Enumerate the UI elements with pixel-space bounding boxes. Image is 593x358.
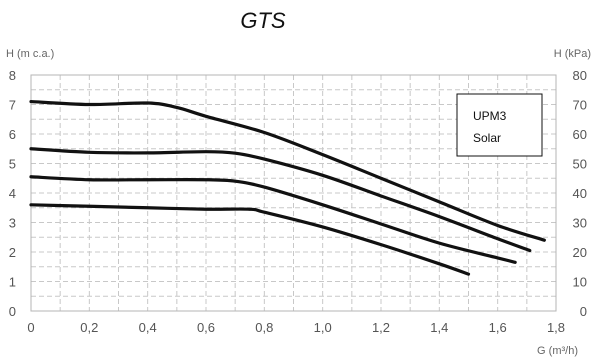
y-left-tick-label: 7 <box>9 98 16 113</box>
x-tick-label: 1,2 <box>372 320 390 335</box>
legend-box <box>456 93 543 157</box>
y-right-tick-label: 70 <box>573 98 587 113</box>
legend-line-2: Solar <box>473 131 501 145</box>
y-right-tick-label: 80 <box>573 68 587 83</box>
x-tick-label: 0,8 <box>255 320 273 335</box>
y-right-tick-label: 0 <box>580 304 587 319</box>
x-tick-label: 1,6 <box>489 320 507 335</box>
tick-labels: 0 0,2 0,4 0,6 0,8 1,0 1,2 1,4 1,6 1,8012345678010… <box>9 68 587 335</box>
chart-title: GTS <box>240 8 286 33</box>
y-axis-right-title: H (kPa) <box>554 48 591 60</box>
legend: UPM3 Solar <box>456 93 543 157</box>
x-tick-label: 0,6 <box>197 320 215 335</box>
y-right-tick-label: 30 <box>573 216 587 231</box>
y-axis-left-title: H (m c.a.) <box>6 48 54 60</box>
series-lines <box>29 99 546 276</box>
x-tick-label: 1,0 <box>314 320 332 335</box>
y-right-tick-label: 10 <box>573 275 587 290</box>
y-right-tick-label: 40 <box>573 186 587 201</box>
y-left-tick-label: 0 <box>9 304 16 319</box>
pump-curve-2 <box>29 147 532 253</box>
y-left-tick-label: 1 <box>9 275 16 290</box>
pump-curve-3 <box>29 175 517 264</box>
x-tick-label: 0,4 <box>139 320 157 335</box>
x-axis-title: G (m³/h) <box>537 345 578 357</box>
y-left-tick-label: 8 <box>9 68 16 83</box>
y-left-tick-label: 4 <box>9 186 16 201</box>
y-right-tick-label: 50 <box>573 157 587 172</box>
pump-curve-4 <box>29 203 471 276</box>
y-right-tick-label: 60 <box>573 127 587 142</box>
plot-frame <box>30 74 557 312</box>
x-tick-label: 1,4 <box>430 320 448 335</box>
y-left-tick-label: 2 <box>9 245 16 260</box>
x-tick-label: 0,2 <box>80 320 98 335</box>
y-left-tick-label: 5 <box>9 157 16 172</box>
x-tick-label: 1,8 <box>547 320 565 335</box>
y-right-tick-label: 20 <box>573 245 587 260</box>
x-tick-label: 0 <box>27 320 34 335</box>
y-left-tick-label: 3 <box>9 216 16 231</box>
y-left-tick-label: 6 <box>9 127 16 142</box>
pump-curve-1 <box>29 99 546 242</box>
grid-lines <box>31 75 556 311</box>
legend-line-1: UPM3 <box>473 109 507 123</box>
